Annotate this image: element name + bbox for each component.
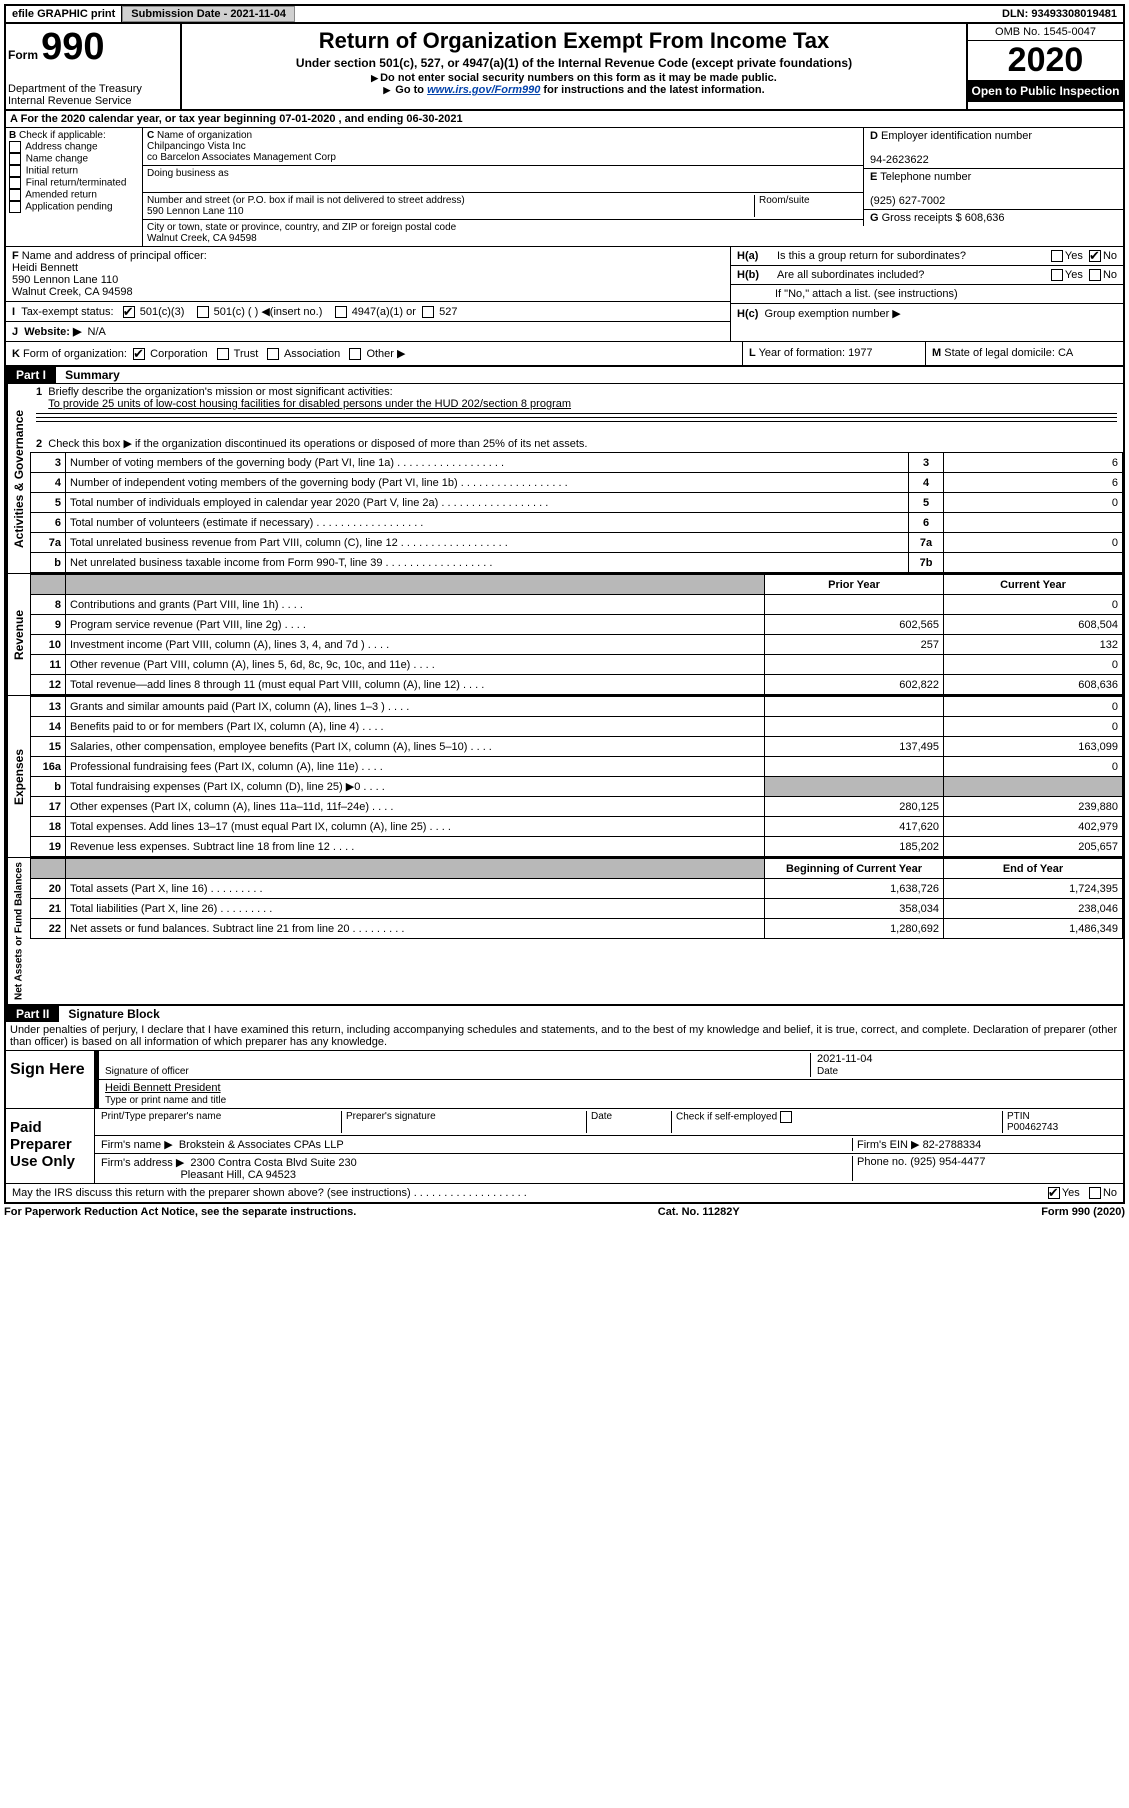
checkbox-527[interactable] [422, 306, 434, 318]
part1-header: Part I [6, 367, 56, 383]
section-klm: K Form of organization: Corporation Trus… [4, 341, 1125, 367]
year-formation: 1977 [848, 347, 872, 359]
checkbox-hb-no[interactable] [1089, 269, 1101, 281]
officer-addr2: Walnut Creek, CA 94598 [12, 286, 133, 298]
form-number: 990 [41, 26, 104, 68]
officer-addr1: 590 Lennon Lane 110 [12, 274, 118, 286]
section-fh: F Name and address of principal officer:… [4, 247, 1125, 341]
netassets-table: Beginning of Current YearEnd of Year20To… [30, 858, 1123, 939]
ein: 94-2623622 [870, 154, 929, 166]
department: Department of the Treasury [8, 83, 178, 95]
period-row: A For the 2020 calendar year, or tax yea… [4, 111, 1125, 128]
street: 590 Lennon Lane 110 [147, 206, 244, 217]
governance-label: Activities & Governance [6, 384, 30, 573]
footer-right: Form 990 (2020) [1041, 1206, 1125, 1218]
checkbox-ha-no[interactable] [1089, 250, 1101, 262]
efile-label: efile GRAPHIC print [6, 6, 122, 22]
revenue-table: Prior YearCurrent Year8Contributions and… [30, 574, 1123, 695]
tax-status-row: I Tax-exempt status: 501(c)(3) 501(c) ( … [6, 302, 730, 322]
checkbox-ha-yes[interactable] [1051, 250, 1063, 262]
governance-table: 3Number of voting members of the governi… [30, 452, 1123, 573]
expenses-label: Expenses [6, 696, 30, 857]
governance-section: Activities & Governance 1 Briefly descri… [4, 384, 1125, 574]
form-title: Return of Organization Exempt From Incom… [186, 28, 962, 54]
revenue-section: Revenue Prior YearCurrent Year8Contribut… [4, 574, 1125, 696]
part1-title: Summary [59, 368, 120, 382]
top-bar: efile GRAPHIC print Submission Date - 20… [4, 4, 1125, 22]
omb-number: OMB No. 1545-0047 [968, 24, 1123, 41]
discuss-question: May the IRS discuss this return with the… [12, 1187, 1048, 1199]
part2-title: Signature Block [62, 1007, 159, 1021]
dln-label: DLN: 93493308019481 [996, 6, 1123, 22]
page-footer: For Paperwork Reduction Act Notice, see … [4, 1204, 1125, 1220]
gross-receipts: 608,636 [965, 212, 1005, 224]
checkbox-discuss-yes[interactable] [1048, 1187, 1060, 1199]
part2-header: Part II [6, 1006, 59, 1022]
firm-addr2: Pleasant Hill, CA 94523 [180, 1169, 296, 1181]
declaration-text: Under penalties of perjury, I declare th… [4, 1022, 1125, 1051]
note-link: Go to www.irs.gov/Form990 for instructio… [186, 84, 962, 96]
form990-link[interactable]: www.irs.gov/Form990 [427, 84, 540, 96]
tax-year: 2020 [968, 41, 1123, 80]
firm-addr1: 2300 Contra Costa Blvd Suite 230 [190, 1157, 356, 1169]
revenue-label: Revenue [6, 574, 30, 695]
phone: (925) 627-7002 [870, 195, 945, 207]
firm-ein: 82-2788334 [923, 1139, 982, 1151]
checkbox-final-return[interactable] [9, 177, 21, 189]
checkbox-other-org[interactable] [349, 348, 361, 360]
checkbox-corp[interactable] [133, 348, 145, 360]
org-name1: Chilpancingo Vista Inc [147, 141, 246, 152]
netassets-label: Net Assets or Fund Balances [6, 858, 30, 1004]
note-ssn: Do not enter social security numbers on … [186, 72, 962, 84]
org-name2: co Barcelon Associates Management Corp [147, 152, 336, 163]
section-de: D Employer identification number94-26236… [863, 128, 1123, 246]
website-value: N/A [88, 326, 106, 338]
submission-date-button[interactable]: Submission Date - 2021-11-04 [122, 6, 295, 22]
state-domicile: CA [1058, 347, 1073, 359]
form-subtitle: Under section 501(c), 527, or 4947(a)(1)… [186, 56, 962, 70]
checkbox-pending[interactable] [9, 201, 21, 213]
checkbox-trust[interactable] [217, 348, 229, 360]
sig-date: 2021-11-04 [817, 1053, 872, 1065]
city: Walnut Creek, CA 94598 [147, 233, 257, 244]
sign-here-label: Sign Here [6, 1051, 95, 1108]
section-b: B Check if applicable: Address change Na… [6, 128, 143, 246]
officer-name: Heidi Bennett [12, 262, 78, 274]
expenses-table: 13Grants and similar amounts paid (Part … [30, 696, 1123, 857]
checkbox-address-change[interactable] [9, 141, 21, 153]
footer-left: For Paperwork Reduction Act Notice, see … [4, 1206, 356, 1218]
mission-text: To provide 25 units of low-cost housing … [48, 398, 571, 410]
form-header: Form 990 Department of the Treasury Inte… [4, 22, 1125, 111]
checkbox-amended[interactable] [9, 189, 21, 201]
checkbox-discuss-no[interactable] [1089, 1187, 1101, 1199]
signature-block: Sign Here Signature of officer 2021-11-0… [4, 1051, 1125, 1204]
checkbox-assoc[interactable] [267, 348, 279, 360]
footer-center: Cat. No. 11282Y [658, 1206, 740, 1218]
checkbox-self-employed[interactable] [780, 1111, 792, 1123]
section-c: C Name of organization Chilpancingo Vist… [143, 128, 863, 246]
firm-name: Brokstein & Associates CPAs LLP [179, 1139, 344, 1151]
info-block: B Check if applicable: Address change Na… [4, 128, 1125, 247]
checkbox-hb-yes[interactable] [1051, 269, 1063, 281]
officer-name-signed: Heidi Bennett President [105, 1082, 221, 1094]
open-to-public: Open to Public Inspection [968, 80, 1123, 102]
checkbox-initial-return[interactable] [9, 165, 21, 177]
ptin: P00462743 [1007, 1122, 1058, 1133]
irs-label: Internal Revenue Service [8, 95, 178, 107]
paid-preparer-label: Paid Preparer Use Only [6, 1109, 95, 1183]
checkbox-4947[interactable] [335, 306, 347, 318]
firm-phone: (925) 954-4477 [910, 1156, 985, 1168]
netassets-section: Net Assets or Fund Balances Beginning of… [4, 858, 1125, 1006]
checkbox-501c3[interactable] [123, 306, 135, 318]
checkbox-name-change[interactable] [9, 153, 21, 165]
form-label: Form [8, 48, 38, 62]
expenses-section: Expenses 13Grants and similar amounts pa… [4, 696, 1125, 858]
checkbox-501c[interactable] [197, 306, 209, 318]
